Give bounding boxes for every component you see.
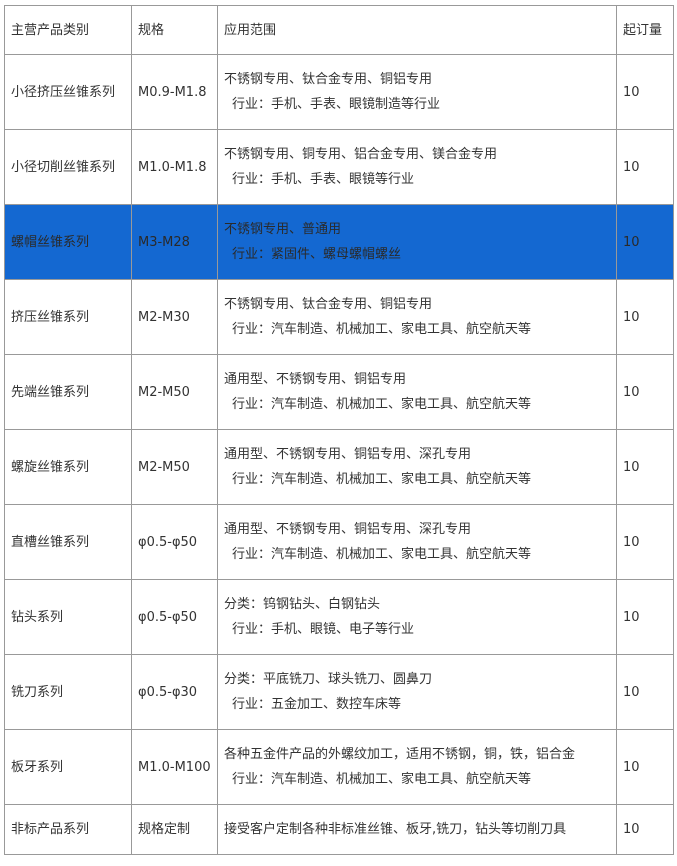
application-cell: 通用型、不锈钢专用、铜铝专用、深孔专用行业：汽车制造、机械加工、家电工具、航空航… <box>217 429 617 505</box>
spec-cell: φ0.5-φ50 <box>131 579 218 655</box>
category-cell: 直槽丝锥系列 <box>4 504 132 580</box>
application-line: 分类：钨钢钻头、白钢钻头 <box>224 597 381 612</box>
category-cell: 螺旋丝锥系列 <box>4 429 132 505</box>
industry-line: 行业：手机、眼镜、电子等行业 <box>232 622 415 637</box>
application-cell: 通用型、不锈钢专用、铜铝专用、深孔专用行业：汽车制造、机械加工、家电工具、航空航… <box>217 504 617 580</box>
application-line: 各种五金件产品的外螺纹加工，适用不锈钢，铜，铁，铝合金 <box>224 747 576 762</box>
table-row[interactable]: 非标产品系列 规格定制 接受客户定制各种非标准丝锥、板牙,铣刀，钻头等切削刀具 10 <box>4 804 674 855</box>
moq-cell: 10 <box>616 129 674 205</box>
category-cell: 非标产品系列 <box>4 804 132 855</box>
header-application: 应用范围 <box>217 5 617 55</box>
product-table: 主营产品类别 规格 应用范围 起订量 小径挤压丝锥系列 M0.9-M1.8 不锈钢专… <box>4 5 674 855</box>
application-line: 不锈钢专用、钛合金专用、铜铝专用 <box>224 72 433 87</box>
spec-cell: φ0.5-φ50 <box>131 504 218 580</box>
category-cell: 挤压丝锥系列 <box>4 279 132 355</box>
header-spec: 规格 <box>131 5 218 55</box>
spec-cell: M1.0-M100 <box>131 729 218 805</box>
industry-line: 行业：手机、手表、眼镜等行业 <box>232 172 415 187</box>
spec-cell: 规格定制 <box>131 804 218 855</box>
industry-line: 行业：汽车制造、机械加工、家电工具、航空航天等 <box>232 472 532 487</box>
moq-cell: 10 <box>616 654 674 730</box>
moq-cell: 10 <box>616 504 674 580</box>
application-cell: 不锈钢专用、钛合金专用、铜铝专用行业：汽车制造、机械加工、家电工具、航空航天等 <box>217 279 617 355</box>
spec-cell: M1.0-M1.8 <box>131 129 218 205</box>
table-row[interactable]: 钻头系列 φ0.5-φ50 分类：钨钢钻头、白钢钻头 行业：手机、眼镜、电子等行业 10 <box>4 579 674 655</box>
header-category: 主营产品类别 <box>4 5 132 55</box>
application-cell: 分类：平底铣刀、球头铣刀、圆鼻刀行业：五金加工、数控车床等 <box>217 654 617 730</box>
application-cell: 各种五金件产品的外螺纹加工，适用不锈钢，铜，铁，铝合金行业：汽车制造、机械加工、… <box>217 729 617 805</box>
application-line: 分类：平底铣刀、球头铣刀、圆鼻刀 <box>224 672 433 687</box>
spec-cell: φ0.5-φ30 <box>131 654 218 730</box>
category-cell: 铣刀系列 <box>4 654 132 730</box>
moq-cell: 10 <box>616 579 674 655</box>
table-row[interactable]: 小径切削丝锥系列 M1.0-M1.8 不锈钢专用、铜专用、铝合金专用、镁合金专用 行业… <box>4 129 674 205</box>
application-line: 接受客户定制各种非标准丝锥、板牙,铣刀，钻头等切削刀具 <box>224 822 567 837</box>
table-row[interactable]: 小径挤压丝锥系列 M0.9-M1.8 不锈钢专用、钛合金专用、铜铝专用 行业：手机、手… <box>4 54 674 130</box>
category-cell: 螺帽丝锥系列 <box>4 204 132 280</box>
moq-cell: 10 <box>616 279 674 355</box>
moq-cell: 10 <box>616 804 674 855</box>
category-cell: 板牙系列 <box>4 729 132 805</box>
industry-line: 行业：紧固件、螺母螺帽螺丝 <box>232 247 402 262</box>
category-cell: 小径切削丝锥系列 <box>4 129 132 205</box>
table-row[interactable]: 挤压丝锥系列 M2-M30 不锈钢专用、钛合金专用、铜铝专用 行业：汽车制造、机械加工… <box>4 279 674 355</box>
moq-cell: 10 <box>616 729 674 805</box>
category-cell: 钻头系列 <box>4 579 132 655</box>
spec-cell: M2-M50 <box>131 354 218 430</box>
table-row[interactable]: 直槽丝锥系列 φ0.5-φ50 通用型、不锈钢专用、铜铝专用、深孔专用 行业：汽车制造… <box>4 504 674 580</box>
industry-line: 行业：五金加工、数控车床等 <box>232 697 402 712</box>
application-cell: 不锈钢专用、普通用行业：紧固件、螺母螺帽螺丝 <box>217 204 617 280</box>
industry-line: 行业：汽车制造、机械加工、家电工具、航空航天等 <box>232 547 532 562</box>
spec-cell: M0.9-M1.8 <box>131 54 218 130</box>
application-cell: 接受客户定制各种非标准丝锥、板牙,铣刀，钻头等切削刀具 <box>217 804 617 855</box>
industry-line: 行业：汽车制造、机械加工、家电工具、航空航天等 <box>232 397 532 412</box>
application-cell: 不锈钢专用、钛合金专用、铜铝专用行业：手机、手表、眼镜制造等行业 <box>217 54 617 130</box>
application-line: 通用型、不锈钢专用、铜铝专用 <box>224 372 407 387</box>
table-row[interactable]: 螺帽丝锥系列 M3-M28 不锈钢专用、普通用 行业：紧固件、螺母螺帽螺丝 10 <box>4 204 674 280</box>
table-header-row: 主营产品类别 规格 应用范围 起订量 <box>4 5 674 55</box>
application-cell: 通用型、不锈钢专用、铜铝专用行业：汽车制造、机械加工、家电工具、航空航天等 <box>217 354 617 430</box>
industry-line: 行业：手机、手表、眼镜制造等行业 <box>232 97 441 112</box>
moq-cell: 10 <box>616 354 674 430</box>
industry-line: 行业：汽车制造、机械加工、家电工具、航空航天等 <box>232 772 532 787</box>
moq-cell: 10 <box>616 429 674 505</box>
spec-cell: M2-M30 <box>131 279 218 355</box>
table-row[interactable]: 螺旋丝锥系列 M2-M50 通用型、不锈钢专用、铜铝专用、深孔专用 行业：汽车制造、机… <box>4 429 674 505</box>
industry-line: 行业：汽车制造、机械加工、家电工具、航空航天等 <box>232 322 532 337</box>
table-row[interactable]: 板牙系列 M1.0-M100 各种五金件产品的外螺纹加工，适用不锈钢，铜，铁，铝合金… <box>4 729 674 805</box>
application-cell: 不锈钢专用、铜专用、铝合金专用、镁合金专用行业：手机、手表、眼镜等行业 <box>217 129 617 205</box>
moq-cell: 10 <box>616 204 674 280</box>
moq-cell: 10 <box>616 54 674 130</box>
table-row[interactable]: 先端丝锥系列 M2-M50 通用型、不锈钢专用、铜铝专用 行业：汽车制造、机械加工、家… <box>4 354 674 430</box>
application-line: 通用型、不锈钢专用、铜铝专用、深孔专用 <box>224 447 472 462</box>
application-cell: 分类：钨钢钻头、白钢钻头行业：手机、眼镜、电子等行业 <box>217 579 617 655</box>
application-line: 不锈钢专用、钛合金专用、铜铝专用 <box>224 297 433 312</box>
header-moq: 起订量 <box>616 5 674 55</box>
application-line: 不锈钢专用、铜专用、铝合金专用、镁合金专用 <box>224 147 498 162</box>
application-line: 不锈钢专用、普通用 <box>224 222 342 237</box>
application-line: 通用型、不锈钢专用、铜铝专用、深孔专用 <box>224 522 472 537</box>
spec-cell: M3-M28 <box>131 204 218 280</box>
category-cell: 小径挤压丝锥系列 <box>4 54 132 130</box>
category-cell: 先端丝锥系列 <box>4 354 132 430</box>
table-row[interactable]: 铣刀系列 φ0.5-φ30 分类：平底铣刀、球头铣刀、圆鼻刀 行业：五金加工、数控车床… <box>4 654 674 730</box>
spec-cell: M2-M50 <box>131 429 218 505</box>
